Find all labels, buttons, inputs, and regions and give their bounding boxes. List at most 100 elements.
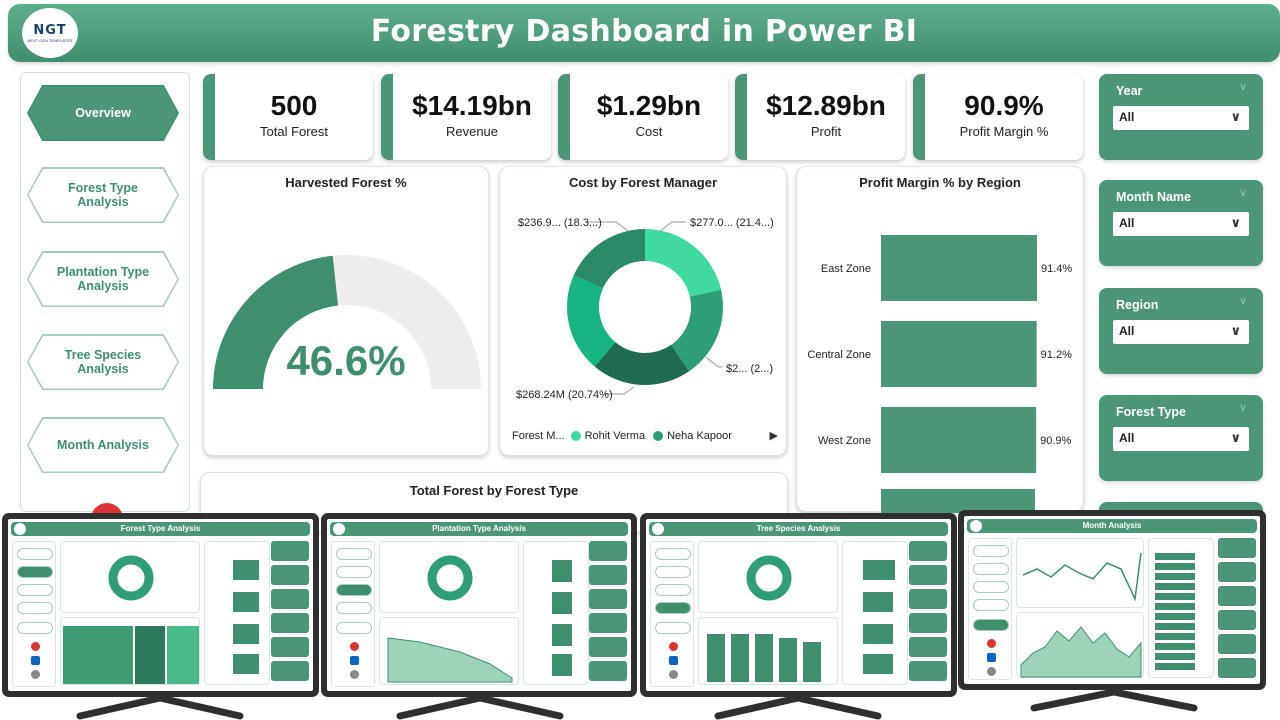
slicer-label: Year	[1116, 84, 1143, 98]
donut-slice[interactable]	[645, 229, 722, 297]
monitor-stand	[396, 696, 564, 720]
monitor-title: Month Analysis	[967, 519, 1257, 533]
harvested-forest-panel: Harvested Forest % 46.6%	[203, 166, 489, 456]
gauge-fill	[213, 255, 339, 389]
profit-margin-region-panel: Profit Margin % by Region East Zone 91.4%…	[796, 166, 1084, 513]
email-icon	[31, 670, 40, 679]
collapse-chevron-icon[interactable]: ∨	[1238, 81, 1247, 93]
youtube-icon	[350, 642, 359, 651]
collapse-chevron-icon[interactable]: ∨	[1238, 187, 1247, 199]
nav-forest-type-button[interactable]: Forest Type Analysis	[27, 167, 179, 223]
mini-nav	[331, 541, 375, 687]
youtube-icon	[669, 642, 678, 651]
nav-label: Overview	[75, 106, 131, 120]
donut-label: $277.0... (21.4...)	[690, 217, 774, 229]
bar-category-label: West Zone	[818, 435, 871, 447]
leader-line	[659, 221, 686, 232]
monitor-month-analysis: Month Analysis	[958, 510, 1266, 690]
kpi-value: $12.89bn	[766, 90, 886, 121]
collapse-chevron-icon[interactable]: ∨	[1238, 402, 1247, 414]
nav-plantation-type-button[interactable]: Plantation Type Analysis	[27, 251, 179, 307]
month-dropdown[interactable]: All ∨	[1113, 212, 1249, 236]
year-slicer: Year ∨ All ∨	[1099, 74, 1263, 160]
ngt-logo: NGT NEXT GEN TEMPLATES	[22, 8, 78, 58]
donut-chart	[567, 221, 723, 395]
slicer-label: Forest Type	[1116, 405, 1186, 419]
kpi-card-profit-margin: 90.9% Profit Margin %	[913, 74, 1083, 160]
collapse-chevron-icon[interactable]: ∨	[1238, 295, 1247, 307]
kpi-value: $14.19bn	[412, 90, 532, 121]
chevron-down-icon: ∨	[1230, 323, 1241, 338]
mini-nav	[968, 538, 1012, 680]
header-bar: NGT NEXT GEN TEMPLATES Forestry Dashboar…	[8, 4, 1280, 62]
nav-overview-button[interactable]: Overview	[27, 85, 179, 141]
nav-label: Plantation Type Analysis	[56, 265, 150, 293]
panel-title: Profit Margin % by Region	[859, 175, 1021, 190]
linkedin-icon	[669, 656, 678, 665]
forest-type-slicer: Forest Type ∨ All ∨	[1099, 395, 1263, 481]
kpi-label: Total Forest	[260, 124, 328, 139]
slicer-label: Region	[1116, 298, 1159, 312]
monitor-stand	[714, 696, 882, 720]
chevron-down-icon: ∨	[1230, 109, 1241, 124]
dropdown-value: All	[1119, 110, 1135, 124]
kpi-value: $1.29bn	[596, 90, 702, 121]
legend-item: Neha Kapoor	[667, 430, 732, 442]
bar-value-label: 91.2%	[1041, 349, 1072, 361]
panel-title: Cost by Forest Manager	[568, 175, 718, 190]
youtube-icon	[31, 642, 40, 651]
legend-item: Rohit Verma	[584, 430, 646, 442]
legend-title: Forest M...	[512, 430, 565, 442]
monitor-plantation-type: Plantation Type Analysis	[321, 513, 637, 697]
donut-slice[interactable]	[594, 342, 690, 385]
kpi-card-revenue: $14.19bn Revenue	[381, 74, 551, 160]
leader-line	[705, 356, 722, 368]
mini-logo	[652, 523, 664, 535]
year-dropdown[interactable]: All ∨	[1113, 106, 1249, 130]
logo-text: NGT	[33, 23, 67, 38]
mini-nav	[12, 541, 56, 687]
email-icon	[669, 670, 678, 679]
leader-line	[586, 221, 629, 232]
kpi-card-total-forest: 500 Total Forest	[203, 74, 373, 160]
month-name-slicer: Month Name ∨ All ∨	[1099, 180, 1263, 266]
bar-value-label: 90.9%	[1040, 435, 1071, 447]
donut-label: $268.24M (20.74%)	[516, 389, 613, 401]
nav-tree-species-button[interactable]: Tree Species Analysis	[27, 334, 179, 390]
donut-label: $236.9... (18.3...)	[518, 217, 602, 229]
chevron-down-icon: ∨	[1230, 215, 1241, 230]
kpi-label: Profit Margin %	[959, 124, 1049, 139]
kpi-label: Cost	[635, 124, 663, 139]
nav-month-analysis-button[interactable]: Month Analysis	[27, 417, 179, 473]
gauge-chart	[213, 255, 481, 389]
chevron-down-icon: ∨	[1230, 430, 1241, 445]
legend-next-arrow-icon[interactable]: ▶	[769, 430, 778, 442]
email-icon	[350, 670, 359, 679]
logo-subtext: NEXT GEN TEMPLATES	[27, 38, 73, 43]
mini-logo	[14, 523, 26, 535]
linkedin-icon	[31, 656, 40, 665]
forest-type-dropdown[interactable]: All ∨	[1113, 427, 1249, 451]
bar[interactable]	[881, 407, 1037, 473]
kpi-label: Profit	[810, 124, 842, 139]
bar-partial	[881, 489, 1035, 513]
monitor-title: Plantation Type Analysis	[330, 522, 628, 536]
nav-label: Tree Species Analysis	[64, 348, 142, 376]
donut-slice[interactable]	[573, 229, 645, 289]
dropdown-value: All	[1119, 431, 1135, 445]
panel-title: Total Forest by Forest Type	[409, 483, 579, 498]
kpi-card-cost: $1.29bn Cost	[558, 74, 728, 160]
monitor-title: Forest Type Analysis	[11, 522, 310, 536]
region-dropdown[interactable]: All ∨	[1113, 320, 1249, 344]
donut-slice[interactable]	[671, 289, 723, 372]
cost-by-manager-panel: Cost by Forest Manager $277.0... (21.4..…	[499, 166, 787, 456]
donut-label: $2... (2...)	[726, 363, 774, 375]
page-title: Forestry Dashboard in Power BI	[370, 14, 918, 49]
kpi-label: Revenue	[445, 124, 499, 139]
bar[interactable]	[881, 235, 1037, 301]
bar[interactable]	[881, 321, 1037, 387]
linkedin-icon	[350, 656, 359, 665]
donut-slice[interactable]	[567, 275, 616, 367]
kpi-value: 90.9%	[964, 90, 1044, 121]
